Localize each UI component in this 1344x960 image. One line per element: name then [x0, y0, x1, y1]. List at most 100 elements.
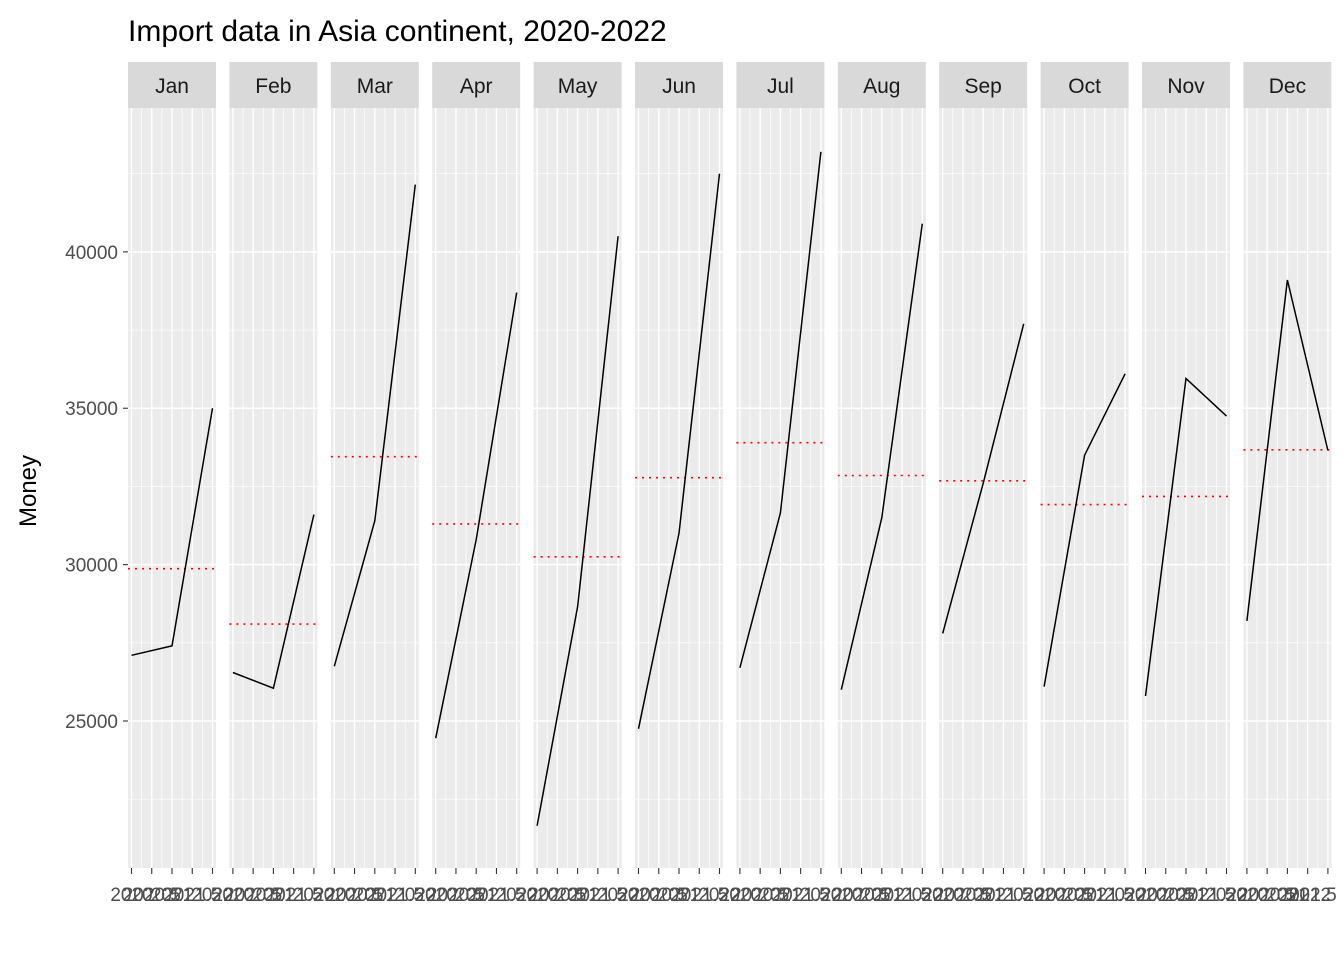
strip-label-oct: Oct: [1068, 75, 1101, 98]
x-tick-label: 2021.5: [467, 885, 525, 906]
series-line-jul: [739, 151, 822, 668]
strip-background: [635, 62, 723, 108]
x-tick-label: 2021.5: [569, 885, 627, 906]
x-tick-label: 2021.5: [366, 885, 424, 906]
strip-label-jan: Jan: [155, 75, 189, 98]
x-tick-label: 2022: [293, 885, 335, 906]
strip-background: [128, 62, 216, 108]
x-tick-label: 2022: [800, 885, 842, 906]
x-tick-label: 2021.5: [670, 885, 728, 906]
strip-background: [1040, 62, 1129, 108]
facet-panels: Jan20202020.520212021.52022Feb20202020.5…: [110, 62, 1337, 906]
x-tick-label: 2022: [394, 885, 436, 906]
x-tick-label: 2021.5: [265, 885, 323, 906]
strip-background: [330, 62, 419, 108]
x-tick-label: 2020: [516, 885, 558, 906]
strip-background: [736, 62, 825, 108]
strip-label-apr: Apr: [460, 75, 493, 98]
x-tick-label: 2021.5: [1076, 885, 1134, 906]
x-tick-label: 2021.5: [1279, 885, 1337, 906]
x-tick-label: 2020: [415, 885, 457, 906]
x-tick-label: 2020: [1023, 885, 1065, 906]
strip-label-aug: Aug: [863, 75, 900, 98]
x-tick-label: 2020: [313, 885, 355, 906]
strip-label-may: May: [558, 75, 598, 98]
x-tick-label: 2022: [901, 885, 943, 906]
strip-background: [939, 62, 1028, 108]
strip-background: [432, 62, 521, 108]
series-line-apr: [434, 292, 518, 739]
y-tick-label-1: 30000: [65, 556, 118, 577]
x-tick-label: 2020.5: [528, 885, 586, 906]
x-tick-label: 2021: [658, 885, 700, 906]
x-tick-label: 2020: [719, 885, 761, 906]
x-tick-label: 2021.5: [974, 885, 1032, 906]
strip-label-feb: Feb: [255, 75, 291, 98]
x-tick-label: 2020: [110, 885, 152, 906]
strip-label-nov: Nov: [1167, 75, 1205, 98]
y-tick-label-0: 25000: [65, 712, 118, 733]
x-tick-label: 2021: [151, 885, 193, 906]
x-tick-label: 2020.5: [224, 885, 282, 906]
x-tick-label: 2021: [354, 885, 396, 906]
x-tick-label: 2022: [698, 885, 740, 906]
x-tick-label: 2022: [496, 885, 538, 906]
series-line-mar: [333, 184, 417, 667]
x-tick-label: 2022: [1205, 885, 1247, 906]
strip-background: [1142, 62, 1230, 108]
x-tick-label: 2021.5: [772, 885, 830, 906]
x-tick-label: 2021: [252, 885, 294, 906]
y-axis: 25000 30000 35000 40000: [65, 243, 128, 733]
x-tick-label: 2020.5: [427, 885, 485, 906]
x-tick-label: 2020.5: [630, 885, 688, 906]
x-tick-label: 2020: [1124, 885, 1166, 906]
strip-label-mar: Mar: [357, 75, 393, 98]
strip-label-dec: Dec: [1269, 75, 1306, 98]
x-tick-label: 2020.5: [1137, 885, 1195, 906]
series-line-dec: [1246, 279, 1329, 621]
x-tick-label: 2021: [861, 885, 903, 906]
x-tick-label: 2021.5: [1177, 885, 1235, 906]
series-line-jun: [637, 173, 721, 729]
x-tick-label: 2021: [759, 885, 801, 906]
y-tick-label-2: 35000: [65, 399, 118, 420]
x-tick-label: 2020.5: [731, 885, 789, 906]
x-tick-label: 2020: [922, 885, 964, 906]
x-tick-label: 2022: [1289, 885, 1331, 906]
x-tick-label: 2022: [597, 885, 639, 906]
x-tick-label: 2020.5: [1238, 885, 1296, 906]
x-tick-label: 2020.5: [325, 885, 383, 906]
series-line-oct: [1043, 373, 1126, 687]
strip-background: [1243, 62, 1332, 108]
y-axis-title: Money: [15, 455, 42, 527]
x-tick-label: 2020.5: [832, 885, 890, 906]
x-tick-label: 2020: [617, 885, 659, 906]
series-line-feb: [232, 514, 315, 690]
series-line-sep: [941, 323, 1025, 634]
strip-label-jun: Jun: [662, 75, 696, 98]
series-line-may: [536, 236, 619, 826]
x-tick-label: 2020.5: [934, 885, 992, 906]
strip-background: [533, 62, 622, 108]
x-tick-label: 2021: [962, 885, 1004, 906]
x-tick-label: 2021: [1063, 885, 1105, 906]
x-tick-label: 2022: [1104, 885, 1146, 906]
x-tick-label: 2020: [1226, 885, 1268, 906]
x-tick-label: 2021.5: [163, 885, 221, 906]
x-tick-label: 2021: [1165, 885, 1207, 906]
x-tick-label: 2022: [191, 885, 233, 906]
x-tick-label: 2022: [1003, 885, 1045, 906]
x-tick-label: 2021: [455, 885, 497, 906]
x-tick-label: 2020: [212, 885, 254, 906]
chart-title: Import data in Asia continent, 2020-2022: [128, 15, 667, 48]
x-tick-label: 2021.5: [873, 885, 931, 906]
